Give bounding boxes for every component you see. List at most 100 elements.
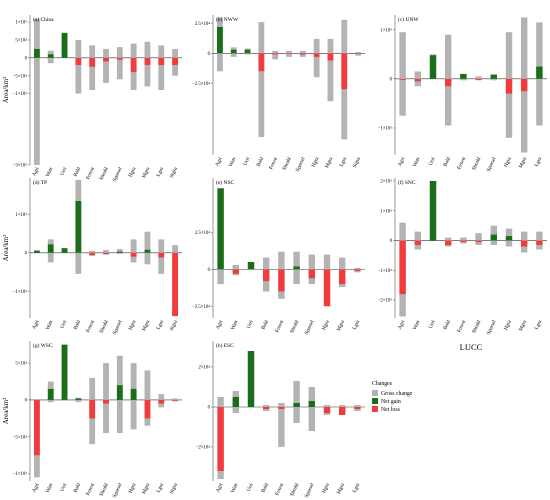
net-loss-bar (278, 407, 285, 409)
y-tick-label: 1×10⁵ (380, 27, 392, 33)
category-label: Lgra (352, 319, 362, 331)
gross-change-bar (116, 47, 123, 80)
net-loss-bar (158, 399, 165, 404)
y-tick-label: 0 (25, 399, 28, 404)
net-loss-bar (521, 240, 528, 247)
gross-change-bar (278, 403, 285, 447)
panel-title: (h) ESC (216, 342, 234, 349)
net-loss-bar (313, 53, 320, 57)
net-gain-bar (536, 66, 543, 79)
y-tick-label: −5×10⁴ (13, 73, 28, 79)
category-label: Shrubl (99, 482, 111, 498)
gross-change-bar (103, 48, 109, 83)
net-loss-bar (89, 57, 96, 67)
net-gain-bar (130, 388, 137, 400)
category-label: Hgra (503, 156, 513, 169)
gross-change-bar (75, 40, 82, 94)
category-label: Lgra (534, 319, 544, 331)
category-label: Mgra (336, 482, 346, 495)
gross-change-bar (144, 370, 151, 426)
net-loss-bar (232, 269, 239, 274)
category-label: Watr (230, 482, 240, 494)
category-label: Sparsel (112, 166, 124, 183)
y-tick-label: 0 (25, 56, 28, 61)
category-label: Sparsel (304, 319, 316, 336)
net-gain-bar (505, 236, 513, 241)
category-label: Bald (260, 482, 270, 494)
gross-change-bar (399, 32, 406, 116)
y-axis-label: Area/km² (2, 235, 10, 262)
category-label: Shrubl (471, 319, 483, 335)
category-label: Hgra (321, 319, 331, 332)
gross-change-bar (103, 250, 109, 255)
y-tick-label: −1×10⁵ (378, 268, 393, 274)
category-label: Bald (256, 156, 266, 168)
category-label: Mgra (324, 156, 334, 169)
category-label: Watr (45, 166, 55, 178)
y-tick-label: 1×10⁵ (15, 20, 27, 26)
net-loss-bar (339, 269, 346, 285)
net-gain-bar (247, 262, 255, 270)
y-axis-label: Area/km² (2, 77, 10, 104)
category-label: Urri (428, 156, 437, 167)
panel-title: (c) UNW (398, 16, 419, 23)
category-label: Agri (214, 156, 224, 168)
y-tick-label: −1×10⁵ (13, 91, 28, 97)
panel-title: (a) China (33, 16, 54, 23)
net-gain-bar (116, 385, 123, 400)
net-loss-bar (286, 53, 292, 54)
category-label: Watr (45, 482, 55, 494)
legend-swatch (372, 398, 378, 404)
legend-item-label: Gross change (381, 391, 413, 397)
net-gain-bar (232, 397, 239, 407)
x-axis-label: LUCC (460, 342, 483, 352)
net-gain-bar (490, 234, 497, 241)
net-loss-bar (475, 78, 482, 80)
net-loss-bar (327, 53, 334, 61)
category-label: Hgra (321, 482, 331, 495)
net-loss-bar (339, 407, 346, 415)
net-gain-bar (308, 401, 315, 407)
net-loss-bar (158, 252, 165, 258)
category-label: Stgra (169, 319, 179, 332)
category-label: Urri (246, 482, 255, 493)
gross-change-bar (327, 38, 334, 102)
category-label: Stgra (352, 156, 362, 169)
category-label: Shrubl (289, 482, 301, 498)
net-gain-bar (61, 32, 68, 58)
category-label: Lgra (534, 156, 544, 168)
net-loss-bar (258, 53, 265, 72)
gross-change-bar (308, 387, 315, 431)
category-label: Hgra (503, 319, 513, 332)
panel-f: 2×10⁵ 1×10⁵ 0 −1×10⁵ −2×10⁵ Agri Watr Urri Bald F… (378, 178, 547, 352)
net-gain-bar (217, 188, 224, 270)
net-loss-bar (323, 407, 331, 413)
legend: Changes Gross change Net gain Net loss (372, 381, 413, 413)
net-loss-bar (521, 78, 528, 92)
category-label: Bald (260, 319, 270, 331)
category-label: Forest (456, 156, 467, 171)
net-loss-bar (308, 269, 315, 279)
panel-title: (e) NSC (216, 179, 235, 186)
net-gain-bar (75, 201, 82, 253)
net-loss-bar (414, 240, 421, 246)
category-label: Shrubl (289, 319, 301, 335)
net-loss-bar (116, 57, 123, 60)
net-loss-bar (103, 57, 109, 62)
category-label: Bald (73, 166, 83, 178)
category-label: Bald (442, 319, 452, 331)
category-label: Agri (397, 319, 407, 331)
y-axis-label: Area/km² (2, 398, 10, 425)
category-label: Shrubl (99, 166, 111, 182)
net-gain-bar (34, 250, 40, 253)
y-tick-label: 0 (390, 239, 393, 244)
net-gain-bar (429, 55, 437, 79)
net-loss-bar (354, 269, 361, 271)
net-gain-bar (144, 249, 151, 253)
gross-change-bar (293, 381, 300, 423)
legend-swatch (372, 390, 378, 396)
panel-title: (g) WSC (33, 342, 53, 349)
category-label: Stgra (169, 166, 179, 179)
category-label: Forest (85, 319, 96, 334)
